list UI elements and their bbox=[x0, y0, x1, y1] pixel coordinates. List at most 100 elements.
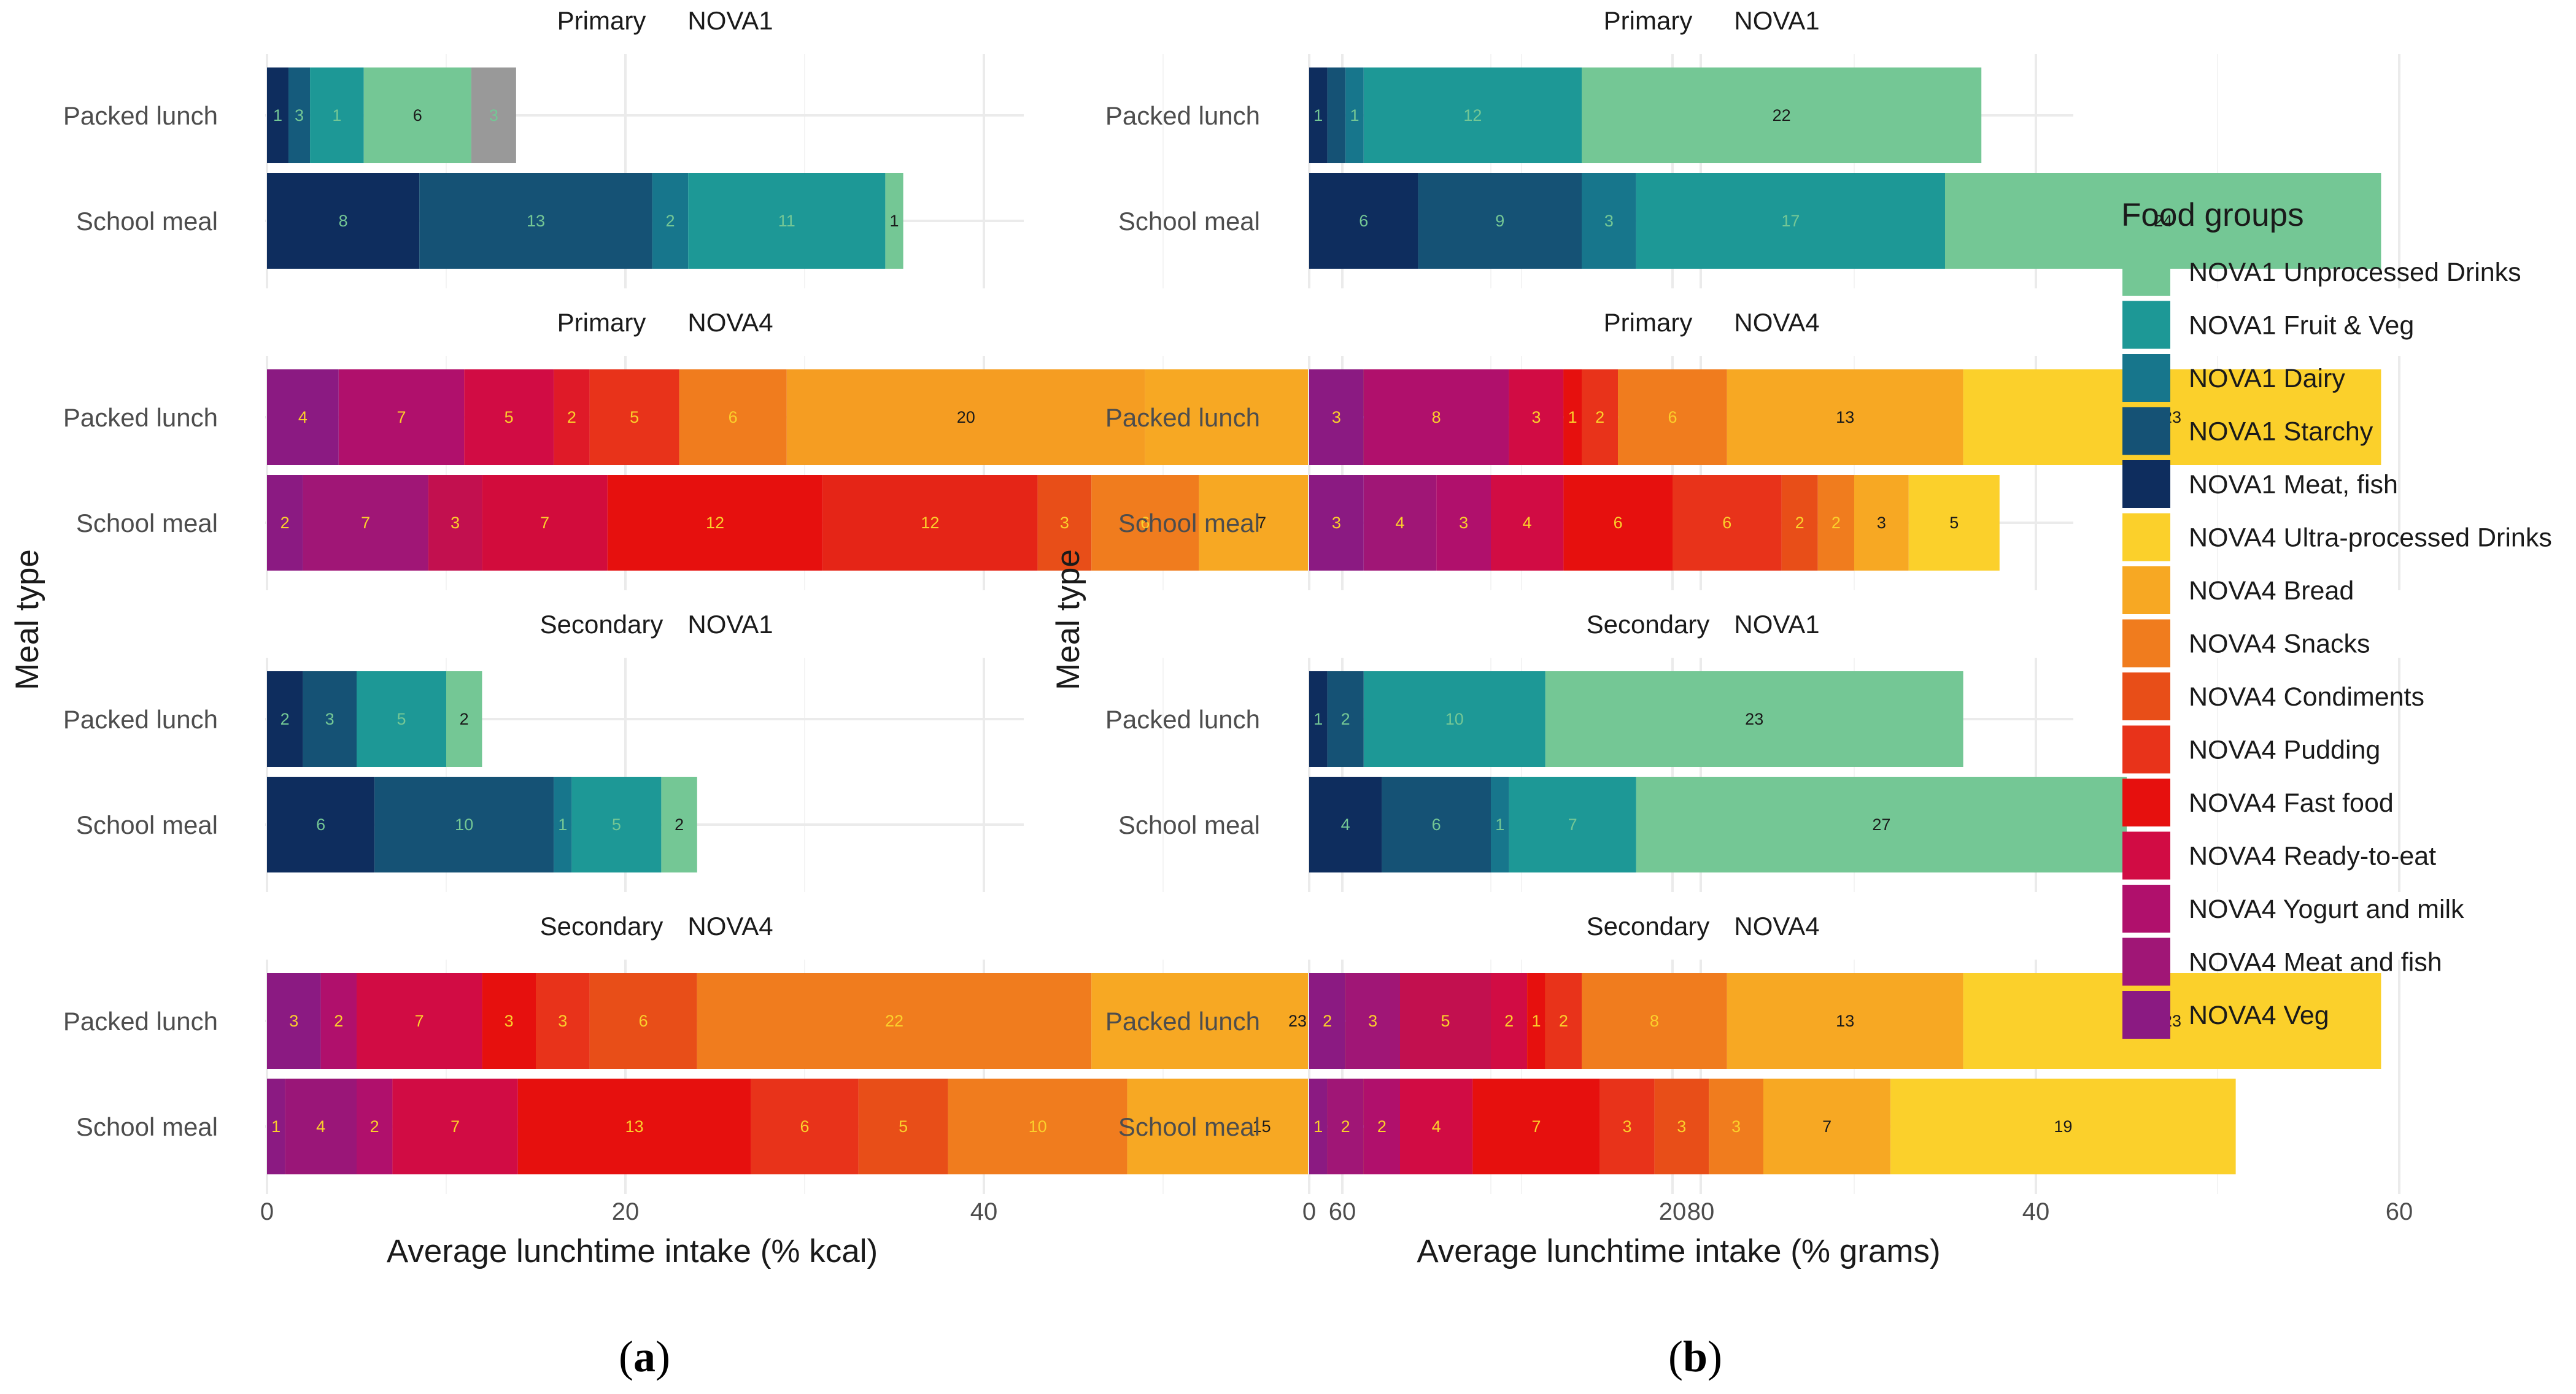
x-tick-label: 40 bbox=[970, 1198, 998, 1225]
bar-segment bbox=[1309, 777, 1382, 872]
data-label: 7 bbox=[361, 514, 370, 532]
bar-segment bbox=[1963, 973, 2381, 1069]
data-label: 3 bbox=[289, 1012, 298, 1030]
category-label: Packed lunch bbox=[63, 1007, 218, 1036]
bar-segment bbox=[1363, 67, 1582, 163]
data-label: 10 bbox=[455, 815, 473, 834]
bar-segment bbox=[267, 67, 289, 163]
legend-label: NOVA4 Condiments bbox=[2189, 682, 2424, 712]
bar-segment bbox=[1527, 973, 1545, 1069]
bar-segment bbox=[1309, 671, 1328, 767]
bar-segment bbox=[554, 369, 590, 465]
data-label: 5 bbox=[630, 408, 639, 426]
data-label: 4 bbox=[1523, 514, 1532, 532]
data-label: 6 bbox=[1722, 514, 1731, 532]
data-label: 13 bbox=[527, 212, 545, 230]
bar-segment bbox=[1709, 1079, 1763, 1174]
data-label: 1 bbox=[1568, 408, 1577, 426]
data-label: 2 bbox=[280, 710, 290, 728]
legend-swatch bbox=[2122, 938, 2170, 986]
bar-segment bbox=[1436, 475, 1491, 571]
legend-swatch bbox=[2122, 885, 2170, 933]
facet-strip-nova: NOVA4 bbox=[1734, 912, 1819, 941]
legend-label: NOVA4 Fast food bbox=[2189, 788, 2394, 818]
legend-item: NOVA1 Dairy bbox=[2122, 354, 2345, 402]
bar-segment bbox=[1599, 1079, 1655, 1174]
legend-label: NOVA4 Pudding bbox=[2189, 736, 2380, 765]
legend-label: NOVA1 Meat, fish bbox=[2189, 470, 2398, 499]
data-label: 2 bbox=[1595, 408, 1604, 426]
bar-segment bbox=[1963, 369, 2381, 465]
data-label: 2 bbox=[280, 514, 290, 532]
facet-strip-school: Secondary bbox=[1587, 912, 1710, 941]
facet-primary-nova1: Primary NOVA1 Packed lunch 1 1 12 22 School mea… bbox=[1105, 6, 2400, 288]
legend-item: NOVA4 Condiments bbox=[2122, 672, 2424, 720]
legend-label: NOVA4 Ready-to-eat bbox=[2189, 842, 2436, 871]
legend-item: NOVA4 Pudding bbox=[2122, 725, 2380, 774]
legend-swatch bbox=[2122, 513, 2170, 561]
bar-segment bbox=[428, 475, 482, 571]
data-label: 10 bbox=[1029, 1117, 1047, 1136]
x-tick-label: 0 bbox=[260, 1198, 274, 1225]
legend-item: NOVA4 Veg bbox=[2122, 991, 2329, 1039]
data-label: 4 bbox=[1395, 514, 1404, 532]
data-label: 3 bbox=[325, 710, 335, 728]
data-label: 2 bbox=[1831, 514, 1841, 532]
category-label: School meal bbox=[76, 509, 218, 537]
bar-segment bbox=[751, 1079, 859, 1174]
data-label: 3 bbox=[1531, 408, 1541, 426]
legend-item: NOVA4 Ultra-processed Drinks bbox=[2122, 513, 2552, 561]
data-label: 3 bbox=[505, 1012, 514, 1030]
data-label: 5 bbox=[505, 408, 514, 426]
legend-swatch bbox=[2122, 566, 2170, 614]
legend-label: NOVA4 Veg bbox=[2189, 1001, 2329, 1030]
bar-segment bbox=[858, 1079, 948, 1174]
legend: Food groups NOVA1 Unprocessed Drinks NOVA1… bbox=[2121, 197, 2552, 1039]
data-label: 7 bbox=[1568, 815, 1577, 834]
legend-label: NOVA4 Bread bbox=[2189, 576, 2354, 606]
data-label: 3 bbox=[451, 514, 460, 532]
data-label: 2 bbox=[334, 1012, 343, 1030]
legend-label: NOVA1 Starchy bbox=[2189, 417, 2373, 447]
data-label: 12 bbox=[921, 514, 939, 532]
x-tick-label: 60 bbox=[1329, 1198, 1356, 1225]
data-label: 2 bbox=[567, 408, 576, 426]
legend-item: NOVA4 Fast food bbox=[2122, 779, 2394, 826]
bar-segment bbox=[267, 973, 321, 1069]
data-label: 9 bbox=[1495, 212, 1504, 230]
bar-segment bbox=[1582, 369, 1619, 465]
data-label: 2 bbox=[665, 212, 675, 230]
category-label: School meal bbox=[76, 811, 218, 839]
bar-segment bbox=[357, 973, 482, 1069]
bar-segment bbox=[697, 973, 1092, 1069]
bar-segment bbox=[267, 777, 375, 872]
bar-segment bbox=[517, 1079, 751, 1174]
data-label: 3 bbox=[1060, 514, 1069, 532]
bar-segment bbox=[392, 1079, 518, 1174]
bar-segment bbox=[363, 67, 471, 163]
data-label: 27 bbox=[1872, 815, 1890, 834]
bar-row-packed-lunch: Packed lunch 1 1 12 22 bbox=[1105, 67, 1982, 163]
bar-segment bbox=[464, 369, 554, 465]
data-label: 5 bbox=[899, 1117, 908, 1136]
facet-strip-nova: NOVA4 bbox=[687, 308, 773, 337]
category-label: Packed lunch bbox=[1105, 1007, 1260, 1036]
bar-row-packed-lunch: Packed lunch 3 8 3 1 2 6 13 23 bbox=[1105, 369, 2381, 465]
bar-segment bbox=[1727, 973, 1963, 1069]
facet-strip-school: Primary bbox=[557, 308, 646, 337]
bar-segment bbox=[285, 1079, 357, 1174]
bar-segment bbox=[1491, 475, 1564, 571]
bar-segment bbox=[679, 369, 787, 465]
bar-segment bbox=[554, 777, 572, 872]
facet-strip-nova: NOVA4 bbox=[687, 912, 773, 941]
data-label: 6 bbox=[1140, 514, 1150, 532]
x-tick-label: 20 bbox=[1659, 1198, 1687, 1225]
bar-segment bbox=[1037, 475, 1092, 571]
bar-segment bbox=[607, 475, 823, 571]
data-label: 12 bbox=[1463, 106, 1482, 125]
x-tick-label: 40 bbox=[2022, 1198, 2050, 1225]
data-label: 12 bbox=[706, 514, 724, 532]
category-label: Packed lunch bbox=[63, 403, 218, 432]
bar-row-school-meal: School meal 3 4 3 4 6 6 2 2 3 5 bbox=[1118, 475, 2000, 571]
